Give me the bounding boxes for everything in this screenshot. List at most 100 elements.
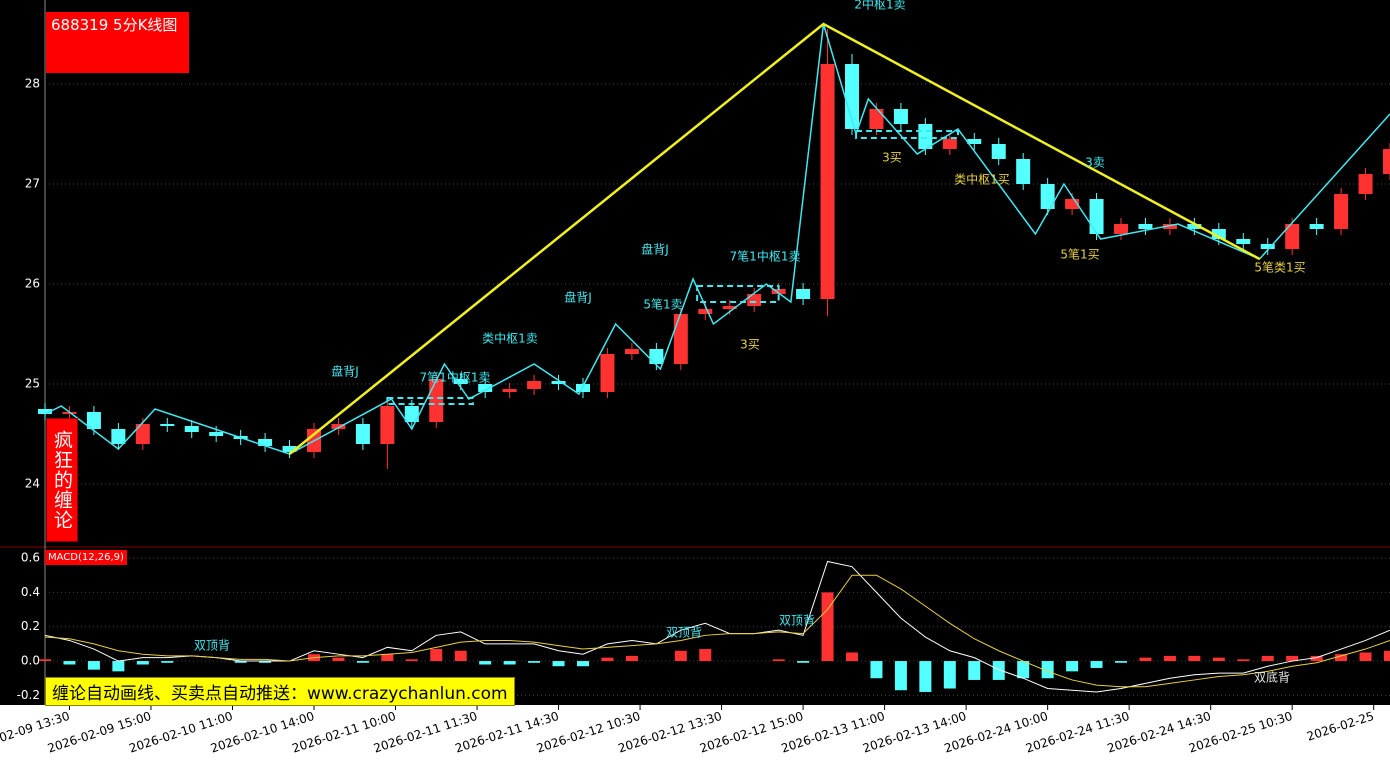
candle-body bbox=[258, 439, 273, 446]
macd-bar bbox=[674, 650, 687, 662]
candle-body bbox=[160, 424, 175, 426]
y-tick-label: 25 bbox=[25, 377, 40, 391]
candle-body bbox=[600, 354, 615, 392]
x-tick-label: 2026-02-25 bbox=[1305, 709, 1376, 744]
macd-bar bbox=[1066, 661, 1079, 672]
macd-bar bbox=[601, 657, 614, 662]
candle-body bbox=[502, 389, 517, 392]
macd-bar bbox=[1359, 652, 1372, 662]
macd-bar bbox=[87, 661, 100, 670]
macd-line bbox=[44, 574, 1390, 688]
candle-body bbox=[478, 384, 493, 392]
macd-bar bbox=[430, 649, 443, 662]
candle-body bbox=[1285, 224, 1300, 249]
candle-body bbox=[820, 64, 835, 299]
candle-body bbox=[404, 406, 419, 422]
candle-body bbox=[1211, 229, 1226, 239]
annotation: 盘背J bbox=[331, 364, 359, 379]
annotation: 盘背J bbox=[564, 290, 592, 305]
annotation: 盘背J bbox=[641, 242, 669, 257]
macd-bar bbox=[1188, 655, 1201, 662]
candle-body bbox=[967, 139, 982, 144]
candle-body bbox=[282, 446, 297, 452]
macd-line bbox=[44, 560, 1390, 693]
macd-bar bbox=[1041, 661, 1054, 679]
annotation: 5笔类1买 bbox=[1254, 260, 1305, 275]
candle-body bbox=[624, 349, 639, 354]
candle-body bbox=[722, 306, 737, 309]
macd-bar bbox=[577, 661, 589, 667]
candle-body bbox=[1358, 174, 1373, 194]
banner: 缠论自动画线、买卖点自动推送：www.crazychanlun.com bbox=[45, 677, 515, 706]
candle-body bbox=[331, 424, 346, 429]
macd-bar bbox=[1310, 655, 1323, 662]
annotation: 双顶背 bbox=[779, 614, 815, 628]
candle-body bbox=[1162, 224, 1177, 229]
candle-body bbox=[453, 379, 468, 384]
y-tick-label: 27 bbox=[25, 177, 40, 191]
macd-bar bbox=[552, 661, 565, 667]
macd-bar bbox=[63, 661, 76, 665]
candle-body bbox=[1089, 199, 1104, 234]
candle-body bbox=[135, 424, 150, 444]
macd-bar bbox=[968, 661, 981, 680]
macd-bar bbox=[1139, 657, 1152, 662]
candle-body bbox=[942, 139, 957, 149]
macd-bar bbox=[846, 652, 858, 662]
macd-bar bbox=[1090, 661, 1103, 668]
candle-body bbox=[1016, 159, 1031, 184]
macd-bar bbox=[870, 661, 883, 679]
candle-body bbox=[1065, 199, 1080, 209]
y-tick-label: -0.2 bbox=[17, 688, 40, 702]
macd-bar bbox=[1237, 659, 1250, 662]
candle-body bbox=[673, 314, 688, 364]
macd-bar bbox=[454, 650, 467, 662]
macd-bar bbox=[797, 661, 810, 663]
macd-bar bbox=[161, 661, 174, 663]
macd-bar bbox=[405, 659, 418, 662]
annotation: 3买 bbox=[740, 338, 760, 352]
candle-body bbox=[698, 309, 713, 314]
annotation: 7笔1中枢1卖 bbox=[420, 370, 491, 385]
candle-body bbox=[209, 432, 224, 436]
candle-body bbox=[1334, 194, 1349, 229]
candle-body bbox=[1383, 149, 1390, 174]
candle-body bbox=[86, 412, 101, 429]
macd-bar bbox=[772, 659, 785, 662]
candle-body bbox=[527, 381, 542, 389]
macd-bar bbox=[356, 661, 369, 663]
macd-bar bbox=[259, 661, 272, 663]
annotation: 2中枢1卖 bbox=[854, 0, 905, 12]
macd-bar bbox=[625, 655, 638, 662]
y-tick-label: 24 bbox=[25, 477, 40, 491]
y-tick-label: 0.6 bbox=[21, 551, 40, 565]
annotation: 3卖 bbox=[1085, 156, 1105, 170]
macd-bar bbox=[234, 661, 247, 663]
macd-bar bbox=[136, 661, 149, 665]
annotation: 双底背 bbox=[1254, 670, 1290, 685]
side-label: 疯狂的缠论 bbox=[46, 418, 78, 542]
candle-body bbox=[1260, 244, 1275, 249]
pivot-box bbox=[696, 285, 780, 303]
annotation: 类中枢1卖 bbox=[482, 331, 538, 346]
macd-bar bbox=[992, 661, 1005, 680]
macd-bar bbox=[699, 649, 712, 662]
macd-bar bbox=[943, 661, 956, 689]
candle-body bbox=[1114, 224, 1128, 234]
macd-bar bbox=[919, 661, 932, 692]
candle-body bbox=[1040, 184, 1055, 209]
y-tick-label: 0.2 bbox=[21, 619, 40, 633]
macd-bar bbox=[1384, 650, 1390, 662]
candle-body bbox=[38, 409, 52, 414]
candle-body bbox=[649, 349, 664, 364]
macd-bar bbox=[1163, 655, 1176, 662]
annotation: 5笔1卖 bbox=[643, 297, 682, 312]
macd-title: MACD(12,26,9) bbox=[45, 550, 127, 565]
macd-bar bbox=[112, 661, 125, 672]
candle-body bbox=[771, 289, 786, 294]
macd-bar bbox=[1286, 655, 1299, 662]
candle-body bbox=[1187, 224, 1202, 229]
candle-body bbox=[991, 144, 1006, 159]
